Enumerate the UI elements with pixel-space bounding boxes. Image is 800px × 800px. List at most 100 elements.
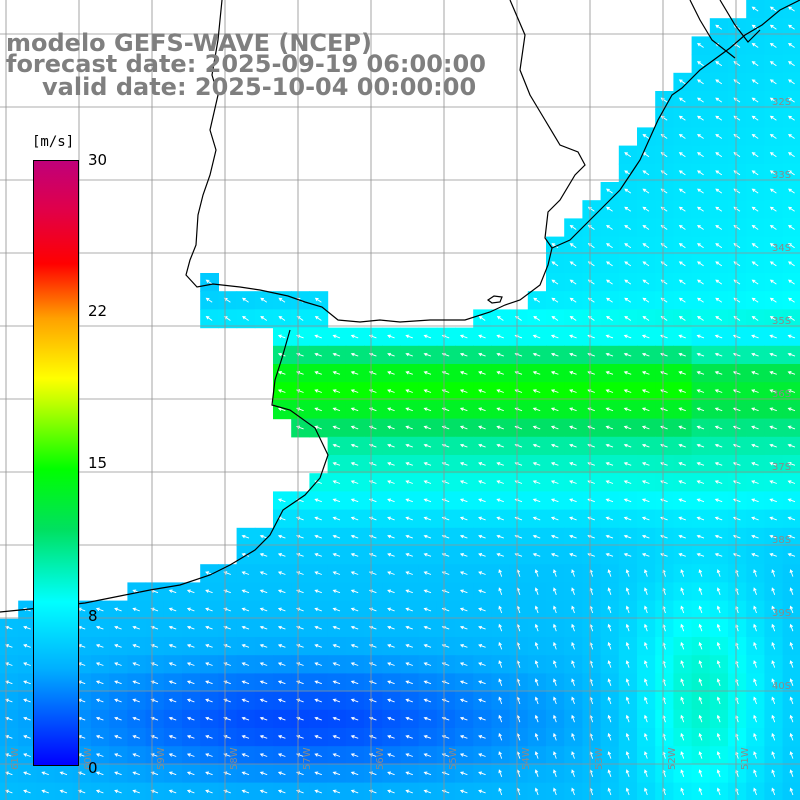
wind-arrow xyxy=(698,732,703,741)
wind-arrow xyxy=(405,680,413,685)
colorbar-tick-0: 0 xyxy=(88,759,98,777)
wind-arrow xyxy=(623,534,632,539)
wind-arrow xyxy=(716,732,721,741)
wind-arrow xyxy=(751,152,759,158)
wind-arrow xyxy=(569,407,577,412)
wind-arrow xyxy=(715,243,723,249)
wind-arrow xyxy=(715,170,723,176)
wind-arrow xyxy=(423,480,432,484)
wind-arrow xyxy=(715,97,723,103)
wind-arrow xyxy=(641,534,650,539)
wind-arrow xyxy=(697,206,704,212)
wind-arrow xyxy=(277,771,286,776)
wind-arrow xyxy=(332,553,341,557)
wind-arrow xyxy=(714,553,723,557)
wind-arrow xyxy=(423,371,432,375)
wind-arrow xyxy=(771,623,776,632)
wind-cell xyxy=(145,782,165,800)
wind-arrow xyxy=(168,680,177,685)
wind-arrow xyxy=(150,644,159,648)
wind-cell xyxy=(473,782,492,800)
wind-arrow xyxy=(769,24,777,30)
wind-arrow xyxy=(405,462,413,466)
wind-arrow xyxy=(641,371,650,375)
wind-arrow xyxy=(186,662,195,666)
wind-arrow xyxy=(459,534,468,539)
wind-arrow xyxy=(644,714,648,723)
wind-arrow xyxy=(186,771,195,776)
wind-arrow xyxy=(132,625,140,630)
wind-arrow xyxy=(423,753,432,757)
wind-arrow xyxy=(259,753,268,757)
wind-arrow xyxy=(789,732,794,741)
wind-arrow xyxy=(697,133,704,139)
wind-arrow xyxy=(624,315,632,321)
wind-arrow xyxy=(277,662,286,666)
wind-arrow xyxy=(41,771,49,776)
wind-arrow xyxy=(678,170,686,176)
valid-date: valid date: 2025-10-04 00:00:00 xyxy=(42,73,477,101)
wind-arrow xyxy=(496,352,504,357)
wind-arrow xyxy=(405,534,413,539)
wind-arrow xyxy=(241,771,250,776)
wind-arrow xyxy=(571,623,575,632)
wind-arrow xyxy=(678,115,686,121)
wind-arrow xyxy=(496,425,504,430)
wind-arrow xyxy=(716,787,721,796)
wind-arrow xyxy=(23,680,31,685)
wind-arrow xyxy=(641,407,650,412)
wind-arrow xyxy=(405,771,413,776)
wind-arrow xyxy=(644,569,648,577)
wind-arrow xyxy=(95,716,104,721)
wind-arrow xyxy=(205,716,213,721)
wind-arrow xyxy=(753,751,757,759)
wind-arrow xyxy=(788,315,795,321)
wind-arrow xyxy=(623,443,632,448)
wind-arrow xyxy=(332,716,341,721)
wind-cell xyxy=(782,291,800,310)
wind-arrow xyxy=(553,660,557,668)
wind-arrow xyxy=(405,516,413,521)
wind-arrow xyxy=(753,587,757,595)
wind-arrow xyxy=(150,771,159,776)
wind-arrow xyxy=(168,625,177,630)
wind-arrow xyxy=(607,569,612,577)
wind-arrow xyxy=(569,534,577,539)
wind-arrow xyxy=(660,170,668,176)
wind-arrow xyxy=(787,352,796,357)
wind-arrow xyxy=(623,462,632,466)
wind-arrow xyxy=(534,623,539,632)
wind-arrow xyxy=(241,716,250,721)
latitude-label: 35S xyxy=(772,316,791,327)
wind-cell xyxy=(782,200,800,219)
wind-arrow xyxy=(350,462,359,466)
wind-arrow xyxy=(277,334,286,339)
wind-arrow xyxy=(459,589,468,594)
wind-arrow xyxy=(387,789,395,794)
wind-arrow xyxy=(751,243,759,249)
wind-arrow xyxy=(314,735,322,739)
wind-arrow xyxy=(625,587,630,595)
wind-arrow xyxy=(569,297,577,303)
wind-arrow xyxy=(678,97,686,103)
wind-arrow xyxy=(387,589,395,594)
wind-arrow xyxy=(716,641,721,650)
wind-arrow xyxy=(168,753,177,757)
wind-cell xyxy=(364,782,383,800)
wind-arrow xyxy=(534,587,539,595)
wind-cell xyxy=(782,18,800,37)
wind-arrow xyxy=(332,443,341,448)
wind-arrow xyxy=(789,587,794,595)
wind-arrow xyxy=(278,315,286,321)
wind-arrow xyxy=(642,243,650,249)
wind-arrow xyxy=(587,279,595,285)
wind-arrow xyxy=(314,753,322,757)
latitude-label: 32S xyxy=(772,97,791,108)
wind-arrow xyxy=(788,170,795,176)
wind-arrow xyxy=(751,188,759,194)
wind-arrow xyxy=(751,79,759,85)
wind-arrow xyxy=(332,698,341,703)
wind-arrow xyxy=(751,534,759,539)
wind-arrow xyxy=(350,371,359,375)
wind-arrow xyxy=(771,714,776,723)
